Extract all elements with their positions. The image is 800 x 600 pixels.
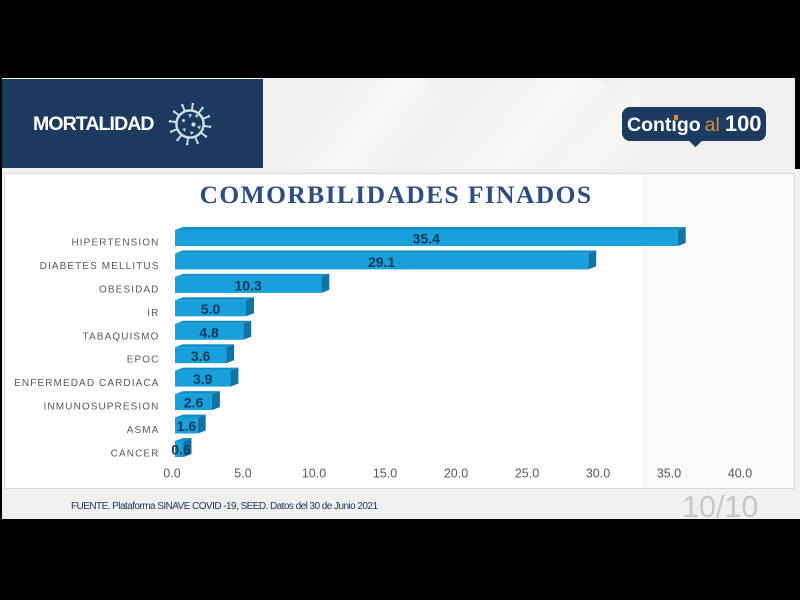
svg-text:2.6: 2.6: [184, 395, 204, 411]
svg-text:0.0: 0.0: [163, 467, 180, 481]
svg-text:40.0: 40.0: [728, 467, 752, 481]
svg-text:29.1: 29.1: [368, 254, 395, 270]
svg-text:INMUNOSUPRESION: INMUNOSUPRESION: [44, 402, 160, 413]
svg-text:35.4: 35.4: [413, 231, 440, 247]
svg-text:COMORBILIDADES FINADOS: COMORBILIDADES FINADOS: [200, 180, 593, 209]
svg-text:25.0: 25.0: [515, 467, 539, 481]
svg-text:4.8: 4.8: [199, 324, 219, 340]
svg-text:DIABETES MELLITUS: DIABETES MELLITUS: [40, 261, 160, 272]
svg-text:EPOC: EPOC: [127, 355, 160, 366]
svg-text:15.0: 15.0: [373, 467, 397, 481]
svg-text:5.0: 5.0: [201, 301, 221, 317]
svg-text:1.6: 1.6: [177, 418, 197, 434]
svg-text:10.3: 10.3: [234, 278, 261, 294]
svg-text:10.0: 10.0: [302, 467, 326, 481]
svg-text:OBESIDAD: OBESIDAD: [99, 284, 159, 295]
svg-text:30.0: 30.0: [586, 467, 610, 481]
svg-text:3.6: 3.6: [191, 348, 211, 364]
svg-text:35.0: 35.0: [657, 467, 681, 481]
svg-text:ENFERMEDAD CARDIACA: ENFERMEDAD CARDIACA: [14, 378, 159, 389]
svg-text:0.6: 0.6: [171, 442, 191, 458]
svg-text:3.9: 3.9: [193, 371, 213, 387]
svg-text:HIPERTENSION: HIPERTENSION: [71, 238, 159, 249]
svg-text:CANCER: CANCER: [111, 449, 160, 460]
svg-text:5.0: 5.0: [234, 467, 251, 481]
svg-text:ASMA: ASMA: [127, 425, 160, 436]
svg-text:IR: IR: [147, 308, 159, 319]
svg-text:TABAQUISMO: TABAQUISMO: [83, 331, 160, 342]
svg-text:20.0: 20.0: [444, 467, 468, 481]
